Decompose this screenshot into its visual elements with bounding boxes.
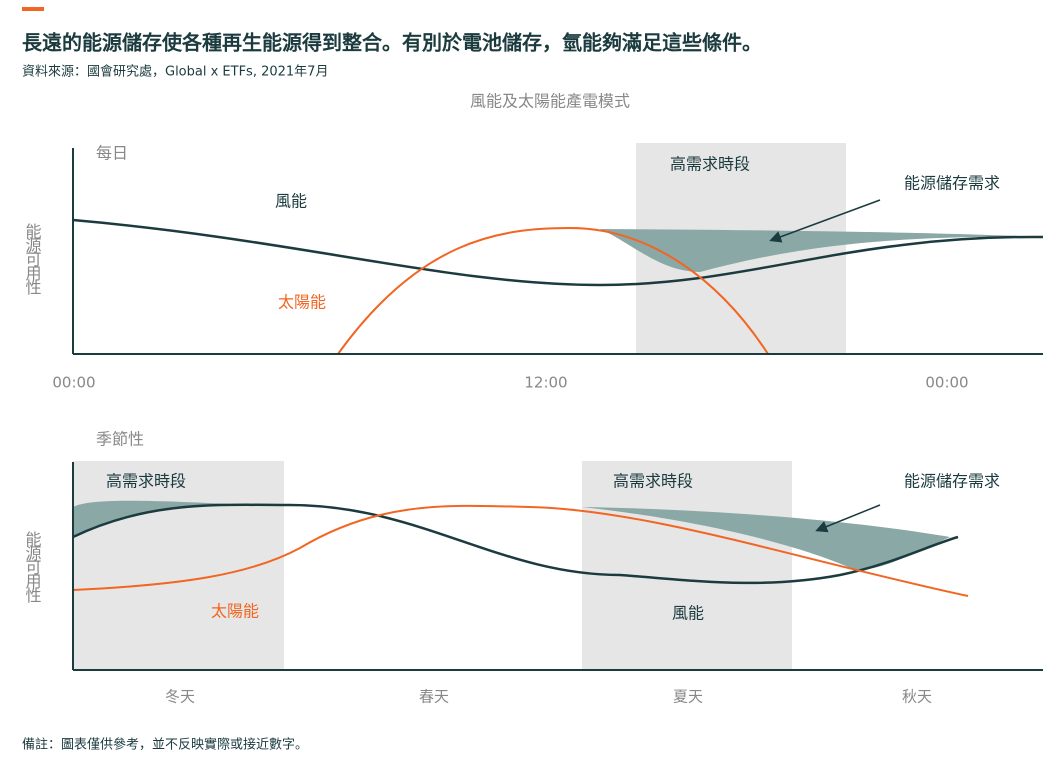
source: 資料來源：國會研究處，Global x ETFs, 2021年7月 [22, 65, 328, 80]
peak-band [73, 461, 284, 670]
panel-label: 季節性 [96, 430, 144, 449]
storage-area [73, 500, 250, 537]
peak-label: 高需求時段 [670, 155, 750, 174]
peak-label: 高需求時段 [613, 472, 693, 491]
panel-label: 每日 [96, 144, 128, 163]
x-label: 00:00 [925, 374, 968, 392]
title: 長遠的能源儲存使各種再生能源得到整合。有別於電池儲存，氫能夠滿足這些條件。 [22, 31, 762, 55]
wind-label: 風能 [275, 192, 307, 211]
chart-title: 風能及太陽能產電模式 [470, 92, 630, 111]
wind-curve [72, 503, 959, 585]
solar-label: 太陽能 [278, 293, 326, 312]
y-label: 能源可用性 [23, 531, 42, 603]
peak-band [582, 461, 792, 670]
solar-label: 太陽能 [211, 602, 259, 621]
note: 備註：圖表僅供參考，並不反映實際或接近數字。 [22, 737, 308, 753]
wind-label: 風能 [672, 604, 704, 623]
solar-curve [337, 226, 769, 355]
arrow [815, 504, 881, 533]
storage-label: 能源儲存需求 [904, 174, 1000, 193]
x-label: 夏天 [673, 688, 703, 706]
x-label: 秋天 [902, 688, 932, 706]
solar-curve [72, 504, 969, 597]
accent-bar [22, 7, 44, 11]
x-label: 春天 [419, 688, 449, 706]
arrow [769, 199, 881, 243]
x-label: 12:00 [524, 374, 567, 392]
storage-area [600, 229, 1043, 272]
storage-label: 能源儲存需求 [904, 472, 1000, 491]
wind-curve [72, 218, 1044, 287]
peak-label: 高需求時段 [106, 472, 186, 491]
x-label: 00:00 [52, 374, 95, 392]
storage-area [582, 507, 950, 570]
y-label: 能源可用性 [23, 223, 42, 295]
x-label: 冬天 [165, 688, 195, 706]
